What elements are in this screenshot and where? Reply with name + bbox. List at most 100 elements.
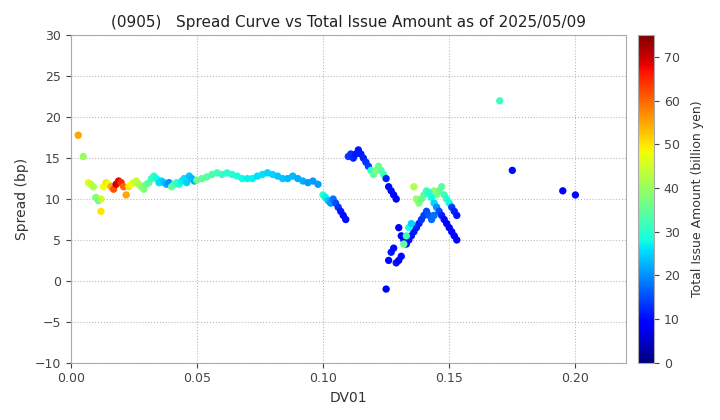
Point <box>221 170 233 176</box>
Point <box>95 208 107 215</box>
Point <box>451 236 462 243</box>
Point <box>98 184 109 190</box>
Point <box>330 200 341 207</box>
Point <box>189 178 200 184</box>
Point <box>388 245 400 252</box>
Point <box>446 228 457 235</box>
Point <box>441 196 452 202</box>
Point <box>343 153 354 160</box>
Point <box>95 196 107 202</box>
Point <box>312 181 324 188</box>
Point <box>428 200 440 207</box>
Point <box>390 260 402 266</box>
Point <box>405 220 417 227</box>
Point <box>393 224 405 231</box>
Point <box>88 184 99 190</box>
Point <box>363 163 374 170</box>
Point <box>375 167 387 174</box>
Point <box>307 178 319 184</box>
Point <box>128 179 140 186</box>
Point <box>150 175 162 182</box>
Point <box>196 175 207 182</box>
Point <box>105 184 117 190</box>
Point <box>236 175 248 182</box>
Point <box>171 179 182 186</box>
Point <box>557 187 569 194</box>
Point <box>400 233 412 239</box>
Point <box>125 181 137 188</box>
Point <box>110 181 122 188</box>
Point <box>241 175 253 182</box>
Point <box>405 233 417 239</box>
Point <box>140 181 152 188</box>
Point <box>174 181 185 188</box>
Point <box>494 97 505 104</box>
Point <box>181 179 192 186</box>
Point <box>395 233 407 239</box>
Point <box>368 171 379 178</box>
Point <box>108 186 120 192</box>
Point <box>370 167 382 174</box>
Point <box>333 204 344 210</box>
Point <box>446 204 457 210</box>
Point <box>153 179 165 186</box>
Point <box>297 178 309 184</box>
Point <box>143 179 155 186</box>
Point <box>335 208 346 215</box>
Point <box>216 171 228 178</box>
Point <box>93 197 104 204</box>
Y-axis label: Spread (bp): Spread (bp) <box>15 158 29 240</box>
Point <box>398 236 410 243</box>
Point <box>415 196 427 202</box>
Point <box>428 187 440 194</box>
Point <box>393 257 405 264</box>
Point <box>444 224 455 231</box>
Point <box>287 173 299 179</box>
Point <box>433 208 445 215</box>
Point <box>353 147 364 153</box>
Point <box>431 204 442 210</box>
Point <box>385 249 397 256</box>
Point <box>320 194 331 201</box>
Point <box>449 233 460 239</box>
Point <box>385 187 397 194</box>
Point <box>201 173 212 180</box>
Point <box>338 212 349 219</box>
Point <box>388 192 400 198</box>
Point <box>226 171 238 178</box>
Point <box>83 179 94 186</box>
Point <box>123 184 135 190</box>
Point <box>115 179 127 186</box>
Point <box>292 175 304 182</box>
Point <box>403 224 415 231</box>
Point <box>323 197 334 204</box>
Point <box>90 194 102 201</box>
Point <box>390 196 402 202</box>
Point <box>158 179 170 186</box>
Point <box>423 189 435 196</box>
Point <box>191 177 202 184</box>
Point <box>408 228 420 235</box>
Point <box>163 179 175 186</box>
Point <box>282 175 294 182</box>
Point <box>380 286 392 292</box>
Point <box>358 155 369 161</box>
Point <box>257 171 269 178</box>
Point <box>148 173 160 179</box>
Point <box>395 253 407 260</box>
Point <box>267 171 279 178</box>
Point <box>176 178 187 184</box>
Point <box>262 170 274 176</box>
Title: (0905)   Spread Curve vs Total Issue Amount as of 2025/05/09: (0905) Spread Curve vs Total Issue Amoun… <box>111 15 586 30</box>
Point <box>408 184 420 190</box>
Point <box>441 220 452 227</box>
Point <box>179 175 190 182</box>
Point <box>449 208 460 215</box>
Point <box>398 241 410 247</box>
Point <box>418 192 430 198</box>
Point <box>415 216 427 223</box>
Point <box>133 181 145 188</box>
Point <box>350 151 361 158</box>
Point <box>410 196 422 202</box>
Point <box>360 159 372 165</box>
